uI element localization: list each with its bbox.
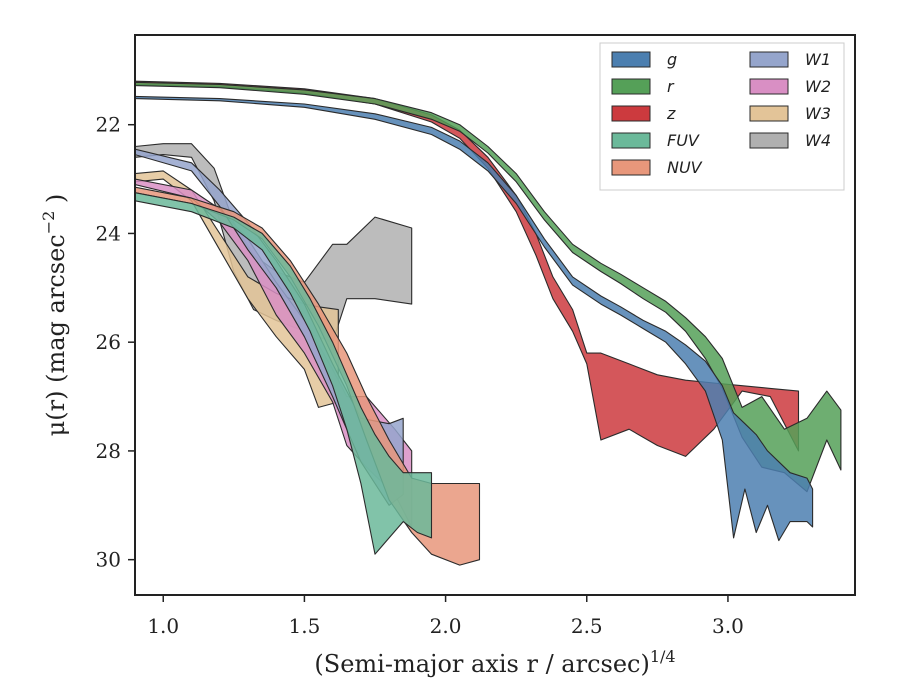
legend-label-w1: W1 <box>805 50 831 69</box>
legend-swatch-fuv <box>611 132 651 149</box>
x-axis-label-text: (Semi-major axis r / arcsec) <box>314 650 649 678</box>
legend-label-w2: W2 <box>805 77 831 96</box>
legend: grz FUV NUV W1 W2 W3 W4 <box>599 42 845 191</box>
band-g <box>135 95 814 542</box>
x-axis-label: (Semi-major axis r / arcsec)1/4 <box>314 647 675 678</box>
legend-swatch-w1 <box>749 51 789 68</box>
y-tick-label: 26 <box>96 330 121 354</box>
y-axis-label-exponent: −2 <box>39 211 58 235</box>
legend-label-fuv: FUV <box>667 131 700 150</box>
legend-swatch-z <box>611 105 651 122</box>
y-tick-label: 24 <box>96 221 121 245</box>
band-fuv <box>135 192 433 555</box>
y-tick-label: 22 <box>96 113 121 137</box>
y-axis-label: μ(r) (mag arcsec−2 ) <box>32 194 70 437</box>
profile-bands <box>135 80 842 566</box>
x-tick-label: 1.0 <box>147 614 179 638</box>
legend-swatch-w3 <box>749 105 789 122</box>
band-r <box>135 81 842 493</box>
y-tick-label: 28 <box>96 439 121 463</box>
x-tick-label: 2.0 <box>430 614 462 638</box>
y-axis: 22 24 26 28 30 <box>96 113 135 572</box>
x-tick-label: 1.5 <box>289 614 321 638</box>
legend-label-g: g <box>667 50 677 69</box>
x-tick-label: 2.5 <box>571 614 603 638</box>
x-axis-label-exponent: 1/4 <box>650 647 676 666</box>
legend-label-nuv: NUV <box>667 158 703 177</box>
x-tick-label: 3.0 <box>712 614 744 638</box>
legend-swatch-r <box>611 78 651 95</box>
legend-label-z: z <box>666 104 676 123</box>
legend-swatch-w4 <box>749 132 789 149</box>
legend-label-w3: W3 <box>805 104 831 123</box>
legend-swatch-g <box>611 51 651 68</box>
y-axis-label-closing: ) <box>42 194 70 203</box>
legend-label-r: r <box>667 77 675 96</box>
y-axis-label-text: μ(r) (mag arcsec <box>42 234 70 436</box>
x-axis: 1.0 1.5 2.0 2.5 3.0 <box>147 595 744 638</box>
plot-frame <box>134 34 856 596</box>
legend-swatch-w2 <box>749 78 789 95</box>
y-tick-label: 30 <box>96 548 121 572</box>
legend-swatch-nuv <box>611 159 651 176</box>
legend-label-w4: W4 <box>805 131 831 150</box>
